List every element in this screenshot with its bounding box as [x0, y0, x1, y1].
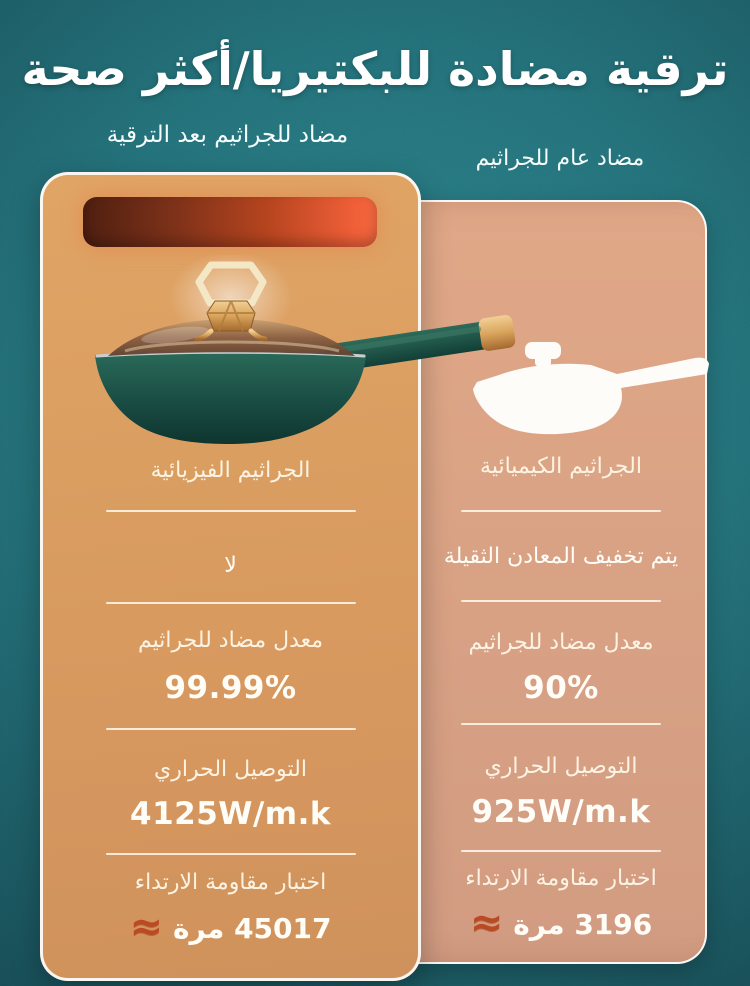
row-value: يتم تخفيف المعادن الثقيلة	[443, 544, 679, 569]
approx-waves-icon: ≈	[129, 903, 164, 950]
divider	[461, 850, 661, 852]
divider	[105, 728, 356, 730]
page-title: ترقية مضادة للبكتيريا/أكثر صحة	[21, 42, 729, 96]
row-value: لا	[224, 553, 237, 578]
approx-waves-icon: ≈	[469, 899, 504, 946]
divider	[105, 602, 356, 604]
generic-card-content: الجراثيم الكيميائية يتم تخفيف المعادن ال…	[417, 202, 705, 962]
divider	[461, 510, 661, 512]
row-value: 4125W/m.k	[130, 796, 331, 832]
row-label: التوصيل الحراري	[154, 757, 307, 782]
row-label: التوصيل الحراري	[484, 754, 638, 779]
divider	[105, 853, 356, 855]
divider	[105, 510, 356, 512]
row-label: الجراثيم الكيميائية	[480, 454, 642, 479]
row-label: الجراثيم الفيزيائية	[150, 458, 311, 483]
times-count: 3196 مرة	[513, 908, 653, 941]
times-count: 45017 مرة	[173, 912, 332, 945]
row-label: معدل مضاد للجراثيم	[468, 630, 654, 655]
glow-light-bar	[83, 197, 377, 247]
row-value: 90%	[523, 670, 599, 706]
divider	[461, 600, 661, 602]
row-label: معدل مضاد للجراثيم	[137, 628, 324, 653]
row-value: 925W/m.k	[471, 794, 651, 830]
generic-card-heading: مضاد عام للجراثيم	[475, 146, 645, 171]
row-label: اختبار مقاومة الارتداء	[465, 866, 657, 891]
upgraded-card-heading: مضاد للجراثيم بعد الترقية	[106, 122, 349, 148]
row-value-with-icon: 45017 مرة ≈	[43, 903, 418, 950]
row-label: اختبار مقاومة الارتداء	[134, 870, 327, 895]
row-value-with-icon: 3196 مرة ≈	[417, 899, 705, 946]
upgraded-product-card: الجراثيم الفيزيائية لا معدل مضاد للجراثي…	[40, 172, 421, 981]
row-value: 99.99%	[164, 670, 297, 706]
divider	[461, 723, 661, 725]
